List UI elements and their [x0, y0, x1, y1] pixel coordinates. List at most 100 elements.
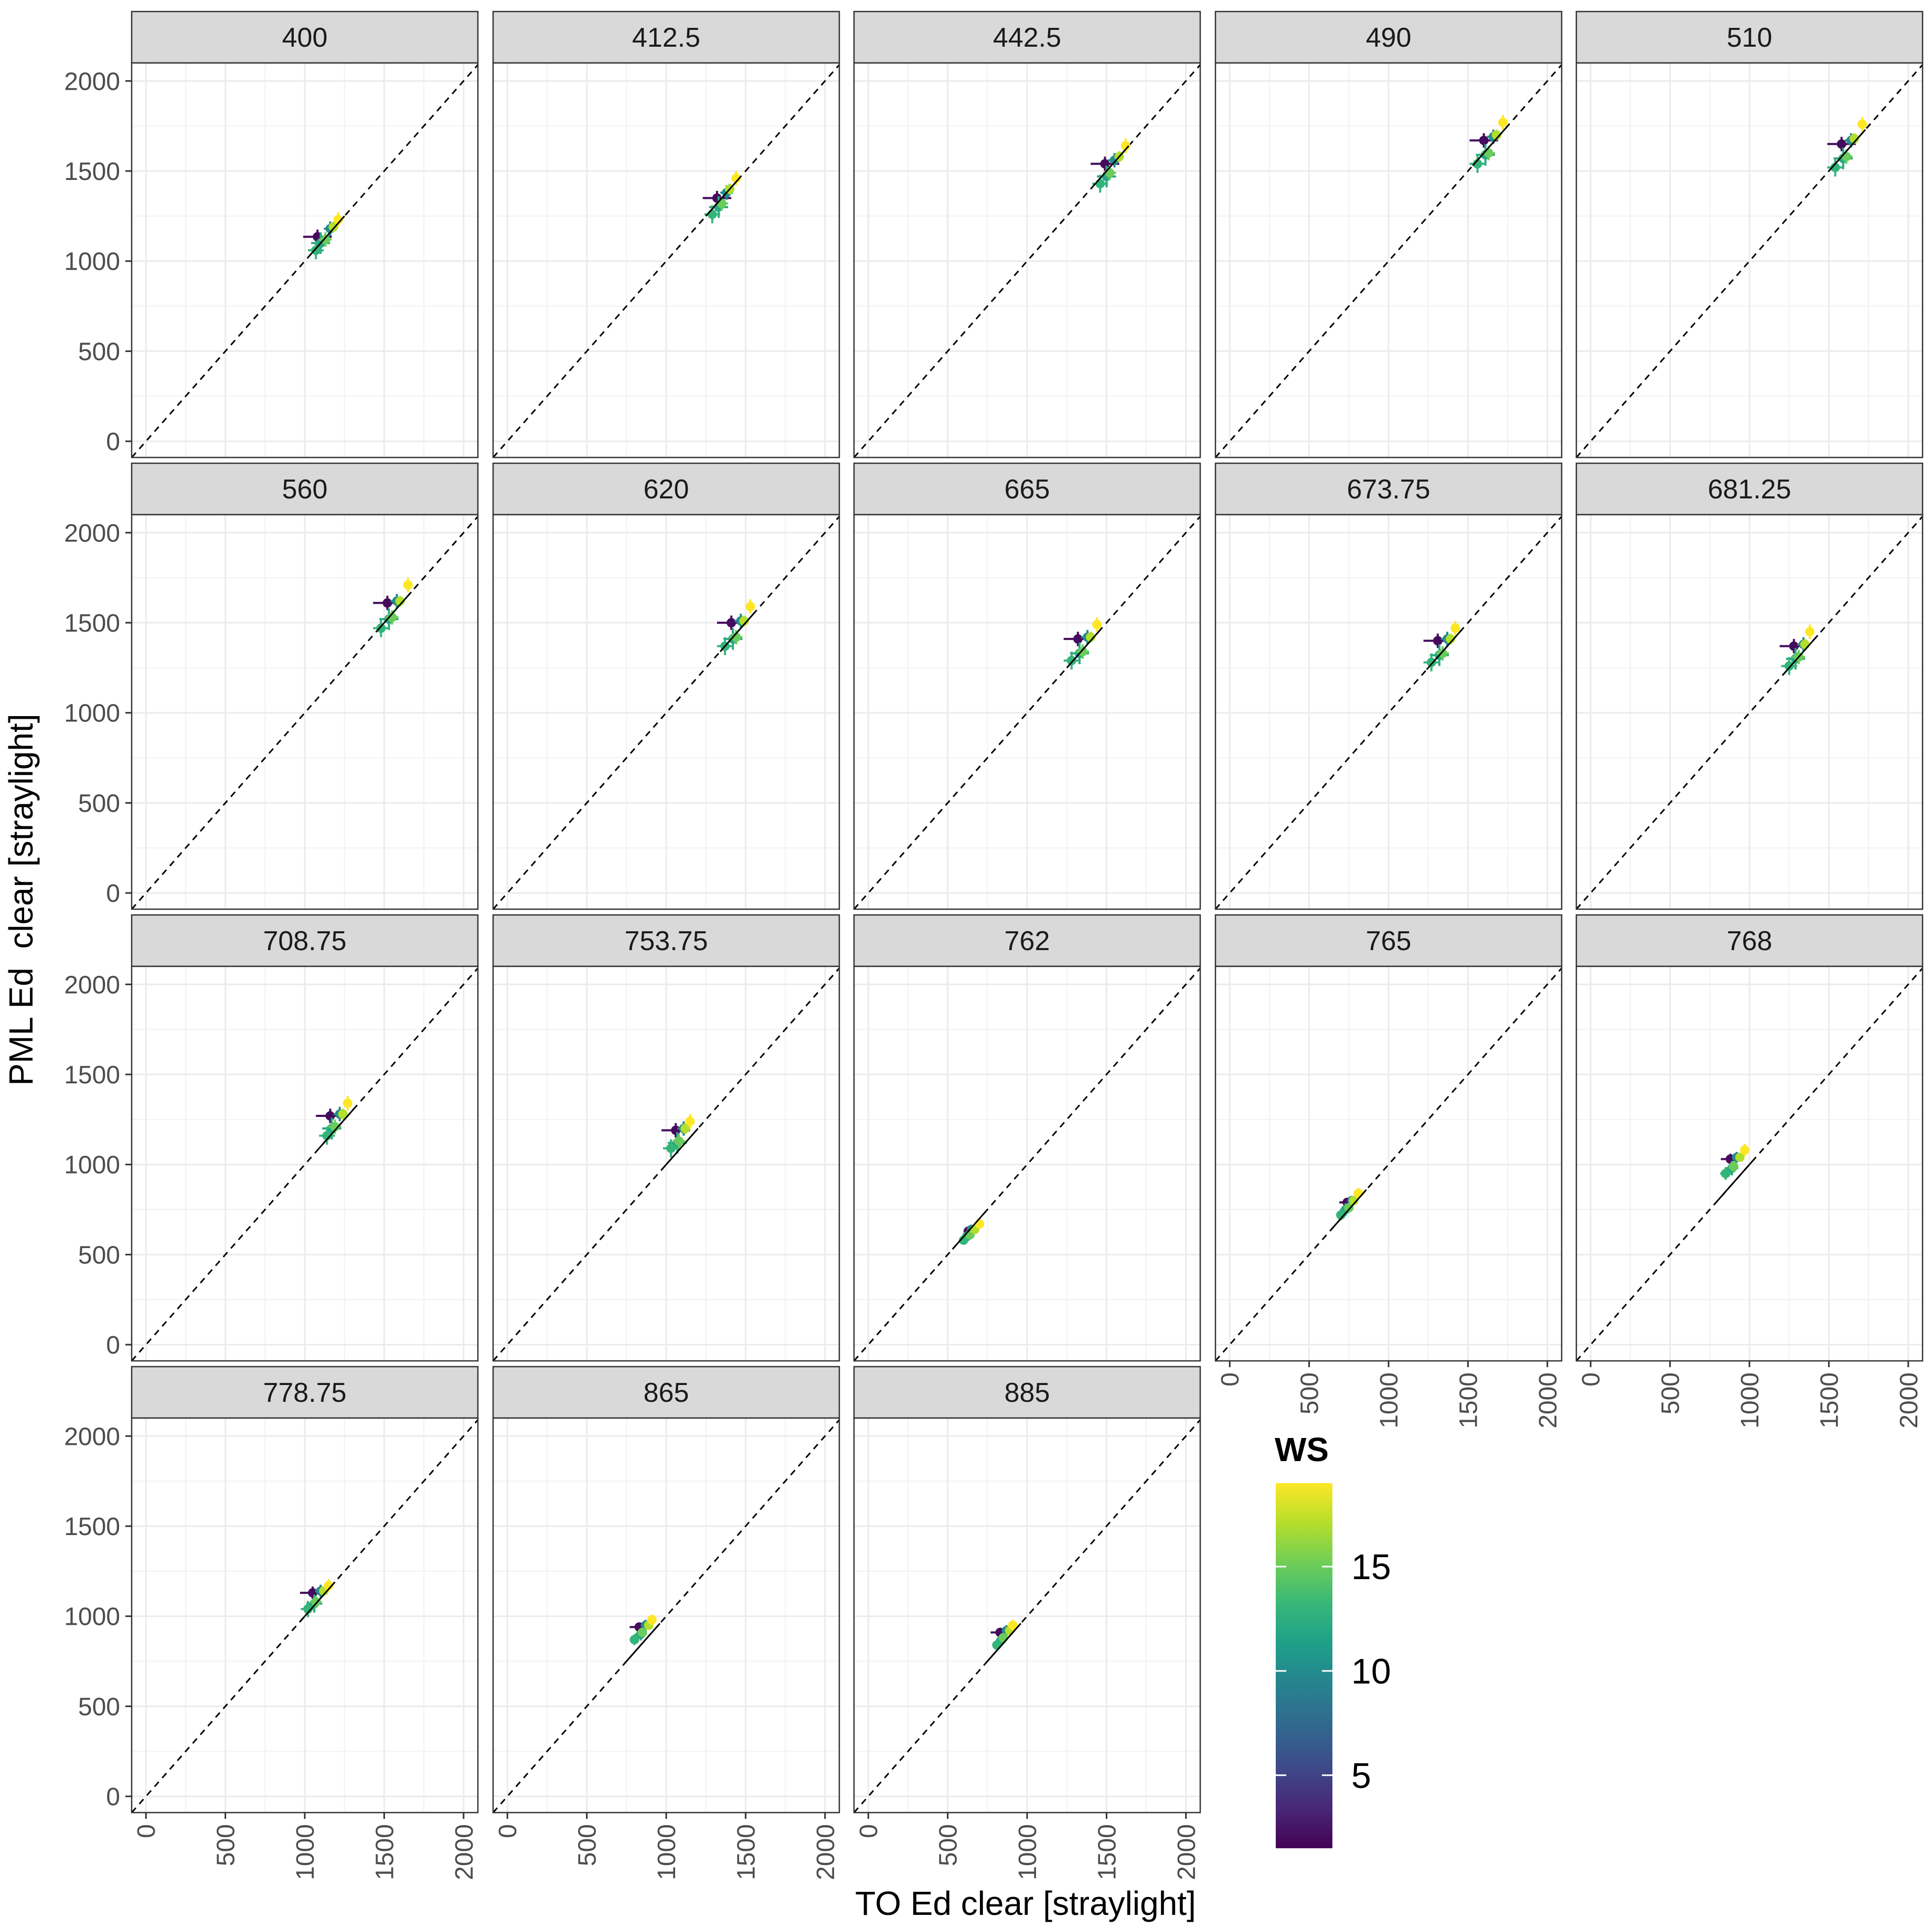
- y-tick-label: 2000: [64, 519, 120, 547]
- data-point: [1498, 118, 1508, 127]
- fit-line: [662, 1128, 699, 1169]
- facet-strip-label: 765: [1366, 926, 1412, 956]
- data-point: [1479, 135, 1489, 145]
- data-point: [731, 632, 741, 642]
- fit-line: [1782, 635, 1819, 676]
- data-point: [1446, 634, 1456, 644]
- facet-panel: 762: [853, 914, 1201, 1362]
- data-point: [1849, 134, 1859, 144]
- facet-strip: [853, 10, 1201, 64]
- data-point: [387, 612, 397, 622]
- data-point: [731, 173, 741, 183]
- data-point: [1437, 648, 1447, 658]
- y-tick-label: 1000: [64, 1603, 120, 1631]
- facet-strip-label: 673.75: [1347, 474, 1430, 505]
- facet-strip-label: 681.25: [1707, 474, 1791, 505]
- data-point: [333, 215, 343, 225]
- data-point: [328, 222, 338, 232]
- x-tick-label: 0: [1577, 1372, 1605, 1387]
- data-point: [745, 602, 755, 612]
- facet-panel: 768: [1575, 914, 1924, 1362]
- facet-panel: 412.5: [492, 10, 840, 459]
- fit-line: [318, 1108, 355, 1149]
- fit-line: [299, 1581, 336, 1623]
- facet-strip-label: 768: [1727, 926, 1773, 956]
- data-point: [680, 1124, 690, 1134]
- facet-strip: [1214, 462, 1563, 516]
- data-point: [324, 1581, 334, 1591]
- panel-border: [492, 965, 840, 1362]
- data-point: [325, 1111, 335, 1121]
- x-tick-label: 1000: [653, 1824, 681, 1880]
- x-axis: 0 500 1000 1500 2000: [494, 1813, 840, 1880]
- panel-border: [131, 965, 479, 1362]
- data-point: [739, 616, 749, 626]
- data-point: [1433, 636, 1443, 646]
- facet-strip: [1214, 10, 1563, 64]
- facet-strip: [131, 462, 479, 516]
- x-axis: 0 500 1000 1500 2000: [855, 1813, 1201, 1880]
- facet-strip: [492, 1366, 840, 1419]
- data-point: [1077, 646, 1087, 656]
- data-point: [1066, 656, 1076, 666]
- data-point: [1095, 179, 1105, 189]
- colorbar-tick-label: 10: [1351, 1652, 1391, 1691]
- facet-panel: 865: [492, 1366, 840, 1814]
- fit-line: [985, 1623, 1022, 1664]
- facet-strip-label: 442.5: [993, 23, 1061, 53]
- fit-line: [1330, 1189, 1367, 1230]
- x-tick-label: 1000: [292, 1824, 319, 1880]
- facet-panel: 442.5: [853, 10, 1201, 459]
- fit-line: [705, 176, 742, 217]
- panel-border: [131, 62, 479, 459]
- facet-panel: 681.25: [1575, 462, 1924, 910]
- facet-strip-label: 778.75: [263, 1378, 346, 1408]
- y-tick-label: 0: [106, 1332, 120, 1359]
- data-point: [1349, 1196, 1359, 1206]
- fit-line: [1093, 145, 1129, 186]
- data-point: [1837, 139, 1846, 149]
- y-tick-label: 500: [78, 790, 120, 817]
- facet-panel: 673.75: [1214, 462, 1563, 910]
- y-tick-label: 1000: [64, 1152, 120, 1179]
- data-point: [1120, 141, 1130, 151]
- facet-strip-label: 753.75: [624, 926, 708, 956]
- facet-strip-label: 708.75: [263, 926, 346, 956]
- x-tick-label: 0: [133, 1824, 161, 1838]
- data-point: [717, 198, 727, 208]
- x-tick-label: 0: [1216, 1372, 1244, 1387]
- data-point: [998, 1633, 1008, 1643]
- facet-strip: [1575, 10, 1924, 64]
- data-point: [1491, 130, 1501, 140]
- fit-line: [719, 611, 756, 652]
- facet-strip: [1214, 914, 1563, 967]
- facet-strip: [853, 1366, 1201, 1419]
- data-point: [1472, 159, 1482, 169]
- data-point: [321, 235, 330, 244]
- legend-title: WS: [1275, 1431, 1329, 1468]
- y-tick-label: 1500: [64, 610, 120, 637]
- data-point: [1092, 620, 1102, 630]
- y-tick-label: 2000: [64, 68, 120, 95]
- data-point: [1450, 623, 1460, 633]
- colorbar-tick-label: 15: [1351, 1547, 1391, 1587]
- facet-strip-label: 560: [282, 474, 328, 505]
- fit-line: [624, 1623, 661, 1664]
- data-point: [395, 596, 405, 606]
- x-axis: 0 500 1000 1500 2000: [133, 1813, 478, 1880]
- colorbar-legend: WS 5 10 15: [1275, 1431, 1391, 1848]
- fit-line: [1472, 125, 1509, 166]
- facet-strip-label: 400: [282, 23, 328, 53]
- x-tick-label: 2000: [1534, 1372, 1562, 1429]
- y-tick-label: 1000: [64, 700, 120, 728]
- data-point: [1739, 1145, 1749, 1155]
- data-point: [1805, 627, 1815, 637]
- data-point: [1353, 1188, 1363, 1198]
- y-tick-label: 0: [106, 428, 120, 456]
- facet-strip: [131, 1366, 479, 1419]
- x-tick-label: 500: [935, 1824, 963, 1866]
- data-point: [1086, 632, 1096, 642]
- data-point: [685, 1116, 695, 1126]
- data-point: [382, 598, 392, 608]
